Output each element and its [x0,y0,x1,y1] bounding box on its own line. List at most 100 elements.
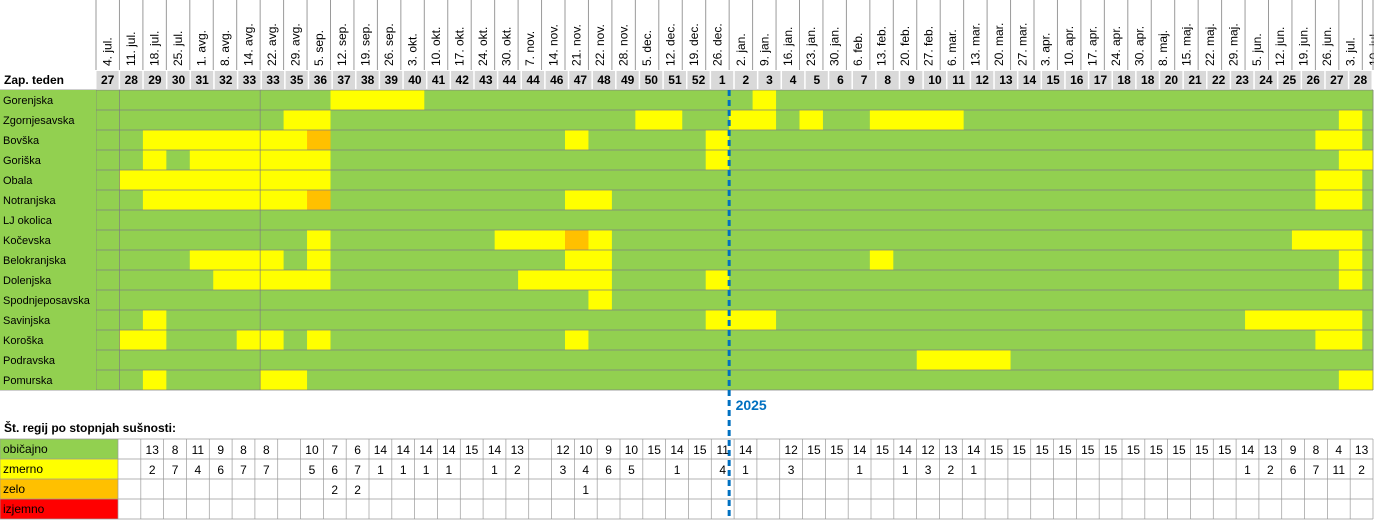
heat-cell [893,170,918,190]
heat-cell [893,90,918,110]
heat-cell [307,230,331,250]
date-label: 1. avg. [195,30,209,66]
heat-cell [1034,210,1058,230]
heat-cell [424,270,449,290]
summary-table: običajno 13 8 11 9 8 8 10 7 6 14 14 14 14 15 14 13 12 10 9 1… [0,438,1374,520]
heat-cell [1315,210,1340,230]
date-label: 14. nov. [546,24,560,66]
heat-cell [1338,350,1363,370]
heat-cell [447,250,472,270]
heat-cell [353,370,378,390]
heat-cell [1151,310,1176,330]
heat-cell [776,150,800,170]
heat-cell [213,310,238,330]
heat-cell [799,230,824,250]
heat-cell [330,270,355,290]
week-row: Zap. teden 27 28 29 30 31 32 33 33 35 36 37 38 39 40 4… [4,71,1372,89]
week-number: 27 [1330,73,1344,87]
heat-cell [260,90,284,110]
date-label: 8. avg. [218,30,232,66]
heat-cell [611,370,636,390]
heat-cell [353,130,378,150]
week-cell [1325,71,1348,89]
heat-cell [1080,90,1105,110]
heat-cell [1034,90,1058,110]
heat-cell [682,110,707,130]
heat-cell [518,210,542,230]
week-number: 52 [692,73,706,87]
heat-cell [1151,290,1176,310]
summary-count: 1 [446,463,453,477]
summary-count: 7 [240,463,247,477]
heat-cell [729,330,753,350]
heat-cell [1127,110,1152,130]
heat-cell [869,350,894,370]
summary-level-cell [0,439,118,459]
region-cell [0,370,96,390]
heat-cell [541,330,566,350]
date-label: 19. sep. [359,23,373,66]
heat-cell [1221,290,1246,310]
heat-cell [330,310,355,330]
heat-cell [1362,370,1374,390]
week-cell [1136,71,1159,89]
heat-cell [776,330,800,350]
heat-cell [869,230,894,250]
summary-count: 15 [1172,443,1186,457]
heat-cell [1034,170,1058,190]
heat-cell [424,370,449,390]
heat-cell [518,330,542,350]
week-cell [474,71,497,89]
heat-cell [588,130,613,150]
summary-count: 7 [1313,463,1320,477]
heat-cell [846,230,871,250]
heat-cell [96,110,120,130]
week-number: 14 [1023,73,1037,87]
date-label: 30. apr. [1133,26,1147,66]
heat-cell [705,150,730,170]
heat-cell [611,110,636,130]
heat-cell [752,130,777,150]
week-cell [285,71,308,89]
heat-cell [822,310,847,330]
heat-cell [916,90,941,110]
region-labels: Gorenjska Zgornjesavska Bovška Goriška Obala… [0,90,96,390]
heat-cell [565,210,589,230]
heat-cell [822,230,847,250]
heat-cell [447,330,472,350]
heat-cell [494,230,519,250]
heat-cell [1338,370,1363,390]
heat-cell [1315,350,1340,370]
heat-cell [893,110,918,130]
week-number: 51 [668,73,682,87]
heat-cell [494,110,519,130]
summary-count: 4 [1335,443,1342,457]
summary-count: 15 [693,443,707,457]
summary-count: 6 [217,463,224,477]
heat-cell [213,130,238,150]
heat-cell [353,170,378,190]
heat-cell [1174,270,1199,290]
heat-cell [424,190,449,210]
heat-cell [1268,230,1293,250]
heat-cell [1034,270,1058,290]
heat-cell [1338,290,1363,310]
heat-cell [1057,190,1082,210]
heat-cell [682,210,707,230]
date-label: 12. jun. [1273,27,1287,66]
heat-cell [189,170,214,190]
heat-cell [353,150,378,170]
heat-cell [752,370,777,390]
heat-cell [1362,190,1374,210]
heat-cell [916,170,941,190]
date-label: 22. avg. [265,23,279,66]
heat-cell [752,350,777,370]
heat-cell [1291,210,1316,230]
week-cell [1112,71,1136,89]
heat-cell [119,230,144,250]
heat-cell [869,170,894,190]
heat-cell [353,90,378,110]
heat-cell [1151,370,1176,390]
region-label: Notranjska [3,195,56,207]
heat-cell [1198,90,1222,110]
